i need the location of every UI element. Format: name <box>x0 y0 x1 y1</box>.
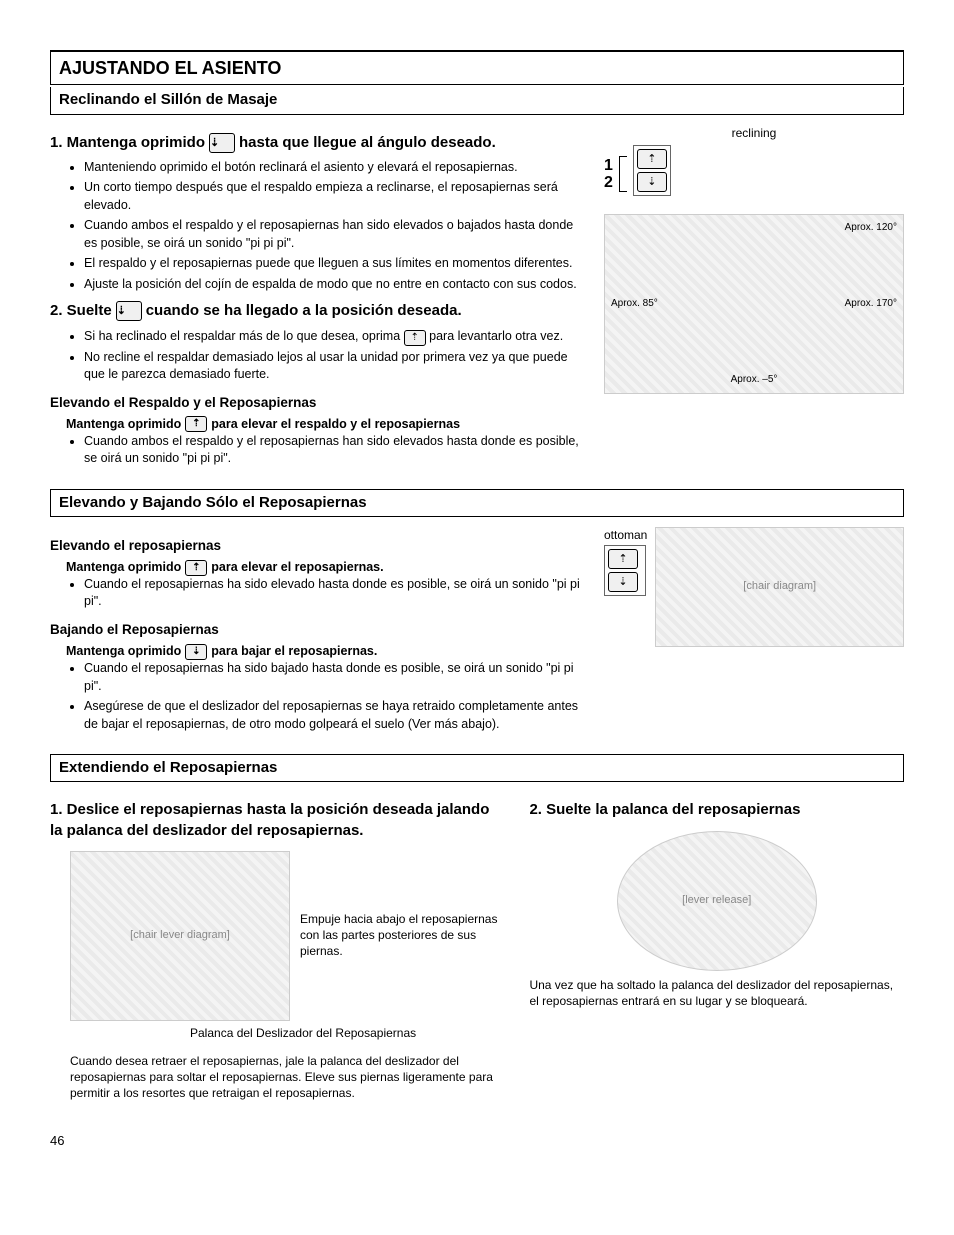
chair-recline-diagram: Aprox. 120° Aprox. 85° Aprox. 170° Aprox… <box>604 214 904 394</box>
ext-step1-heading: 1. Deslice el reposapiernas hasta la pos… <box>50 800 499 841</box>
remote-num-2: 2 <box>604 174 613 192</box>
section-a-figures: reclining 1 2 ⇡ ⇣ Aprox. 120° Aprox. 85°… <box>604 125 904 471</box>
ext-fig1-caption: Palanca del Deslizador del Reposapiernas <box>190 1025 499 1041</box>
remote-num-1: 1 <box>604 157 613 175</box>
step2-pre: 2. Suelte <box>50 301 112 321</box>
step1-pre: 1. Mantenga oprimido <box>50 133 205 153</box>
ottoman-down-icon: ⇣ <box>608 572 638 592</box>
section-c-left: 1. Deslice el reposapiernas hasta la pos… <box>50 792 499 1101</box>
section-b-title: Elevando y Bajando Sólo el Reposapiernas <box>59 493 895 513</box>
page-number: 46 <box>50 1132 904 1150</box>
step1-heading: 1. Mantenga oprimido ⇣ hasta que llegue … <box>50 133 584 153</box>
recline-up-button-icon: ⇡ <box>404 330 426 346</box>
down-sub-pre: Mantenga oprimido <box>66 643 181 660</box>
ottoman-label: ottoman <box>604 527 647 543</box>
angle-85: Aprox. 85° <box>611 297 658 311</box>
down-sub: Mantenga oprimido ⇣ para bajar el reposa… <box>66 643 584 660</box>
remote-down-icon: ⇣ <box>637 172 667 192</box>
ext-fig1-wrap: [chair lever diagram] Empuje hacia abajo… <box>70 851 499 1021</box>
elev-heading: Elevando el Respaldo y el Reposapiernas <box>50 394 584 412</box>
ottoman-remote-figure: ottoman ⇡ ⇣ <box>604 527 647 604</box>
ext-fig1-callout: Empuje hacia abajo el reposapiernas con … <box>300 851 499 1021</box>
section-b-text: Elevando el reposapiernas Mantenga oprim… <box>50 527 584 736</box>
ext-fig2-diagram: [lever release] <box>617 831 817 971</box>
bullet: El respaldo y el reposapiernas puede que… <box>84 255 584 273</box>
up-sub: Mantenga oprimido ⇡ para elevar el repos… <box>66 559 584 576</box>
section-a-body: 1. Mantenga oprimido ⇣ hasta que llegue … <box>50 125 904 471</box>
bullet: Manteniendo oprimido el botón reclinará … <box>84 159 584 177</box>
up-bullets: Cuando el reposapiernas ha sido elevado … <box>84 576 584 611</box>
up-heading: Elevando el reposapiernas <box>50 537 584 555</box>
section-c-right: 2. Suelte la palanca del reposapiernas [… <box>529 792 904 1101</box>
remote-up-icon: ⇡ <box>637 149 667 169</box>
section-b-figures: ottoman ⇡ ⇣ [chair diagram] <box>604 527 904 736</box>
section-c-body: 1. Deslice el reposapiernas hasta la pos… <box>50 792 904 1101</box>
bullet: Si ha reclinado el respaldar más de lo q… <box>84 328 584 346</box>
step2-post: cuando se ha llegado a la posición desea… <box>146 301 462 321</box>
recline-down-button-icon: ⇣ <box>209 133 235 153</box>
section-c-title-box: Extendiendo el Reposapiernas <box>50 754 904 782</box>
elev-sub: Mantenga oprimido ⇡ para elevar el respa… <box>66 416 584 433</box>
main-title-box: AJUSTANDO EL ASIENTO <box>50 50 904 85</box>
step1-post: hasta que llegue al ángulo deseado. <box>239 133 496 153</box>
angle-120: Aprox. 120° <box>611 221 897 235</box>
recline-down-button-icon: ⇣ <box>116 301 142 321</box>
section-a-title-box: Reclinando el Sillón de Masaje <box>50 87 904 114</box>
bullet: Ajuste la posición del cojín de espalda … <box>84 276 584 294</box>
page-main-title: AJUSTANDO EL ASIENTO <box>59 56 895 80</box>
step2-bullet-a-post: para levantarlo otra vez. <box>429 329 563 343</box>
section-a-title: Reclinando el Sillón de Masaje <box>59 90 895 110</box>
step2-bullets: Si ha reclinado el respaldar más de lo q… <box>84 328 584 384</box>
step2-bullet-a-pre: Si ha reclinado el respaldar más de lo q… <box>84 329 400 343</box>
up-sub-pre: Mantenga oprimido <box>66 559 181 576</box>
ottoman-up-button-icon: ⇡ <box>185 560 207 576</box>
section-b-body: Elevando el reposapiernas Mantenga oprim… <box>50 527 904 736</box>
remote-reclining-figure: reclining 1 2 ⇡ ⇣ <box>604 125 904 204</box>
section-b-title-box: Elevando y Bajando Sólo el Reposapiernas <box>50 489 904 517</box>
bullet: No recline el respaldar demasiado lejos … <box>84 349 584 384</box>
chair-ottoman-diagram: [chair diagram] <box>655 527 904 647</box>
remote-numbers: 1 2 ⇡ ⇣ <box>604 145 904 204</box>
ext-fig2-caption: Una vez que ha soltado la palanca del de… <box>529 977 904 1009</box>
remote-reclining-label: reclining <box>604 125 904 141</box>
ottoman-up-icon: ⇡ <box>608 549 638 569</box>
step1-bullets: Manteniendo oprimido el botón reclinará … <box>84 159 584 294</box>
bullet: Cuando el reposapiernas ha sido bajado h… <box>84 660 584 695</box>
elev-sub-pre: Mantenga oprimido <box>66 416 181 433</box>
ext-fig1-diagram: [chair lever diagram] <box>70 851 290 1021</box>
bullet: Un corto tiempo después que el respaldo … <box>84 179 584 214</box>
bullet: Cuando ambos el respaldo y el reposapier… <box>84 433 584 468</box>
ext-step2-heading: 2. Suelte la palanca del reposapiernas <box>529 800 904 820</box>
down-heading: Bajando el Reposapiernas <box>50 621 584 639</box>
bullet: Cuando el reposapiernas ha sido elevado … <box>84 576 584 611</box>
elev-bullets: Cuando ambos el respaldo y el reposapier… <box>84 433 584 468</box>
angle-170: Aprox. 170° <box>845 297 897 311</box>
bullet: Asegúrese de que el deslizador del repos… <box>84 698 584 733</box>
section-c-title: Extendiendo el Reposapiernas <box>59 758 895 778</box>
down-bullets: Cuando el reposapiernas ha sido bajado h… <box>84 660 584 733</box>
section-a-text: 1. Mantenga oprimido ⇣ hasta que llegue … <box>50 125 584 471</box>
ext-closing: Cuando desea retraer el reposapiernas, j… <box>70 1053 499 1102</box>
bullet: Cuando ambos el respaldo y el reposapier… <box>84 217 584 252</box>
down-sub-post: para bajar el reposapiernas. <box>211 643 377 660</box>
up-sub-post: para elevar el reposapiernas. <box>211 559 383 576</box>
recline-up-button-icon: ⇡ <box>185 416 207 432</box>
ottoman-down-button-icon: ⇣ <box>185 644 207 660</box>
elev-sub-post: para elevar el respaldo y el reposapiern… <box>211 416 460 433</box>
angle-neg5: Aprox. –5° <box>611 373 897 387</box>
step2-heading: 2. Suelte ⇣ cuando se ha llegado a la po… <box>50 301 584 321</box>
